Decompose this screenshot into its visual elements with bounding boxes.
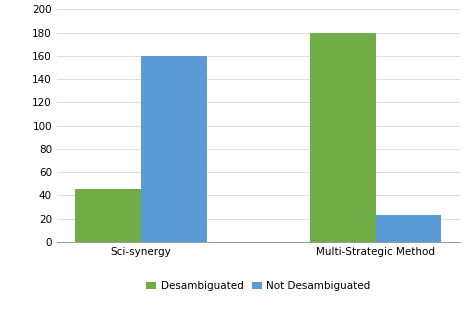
Bar: [141, 56, 207, 242]
Bar: [376, 215, 441, 242]
Legend: Desambiguated, Not Desambiguated: Desambiguated, Not Desambiguated: [142, 277, 375, 295]
Bar: [310, 33, 376, 242]
Bar: [75, 189, 141, 242]
